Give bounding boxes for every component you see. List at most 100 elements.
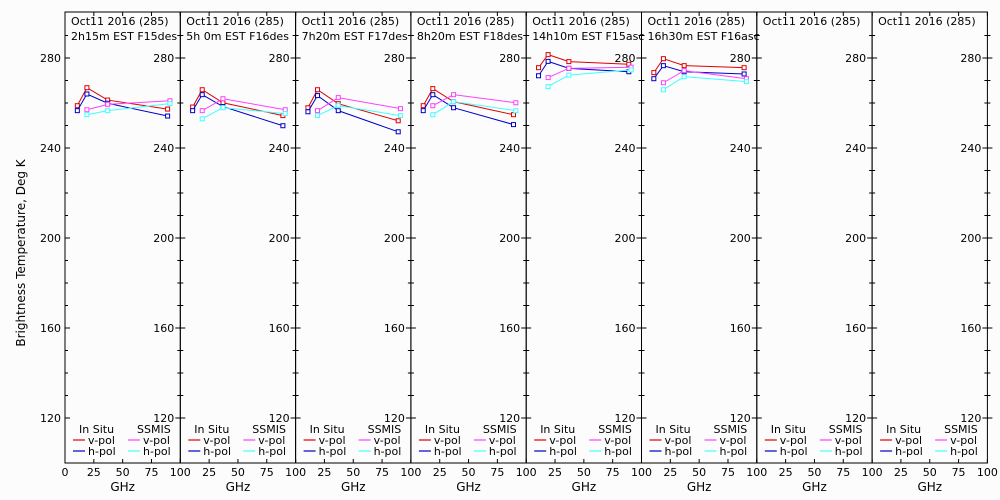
y-tick-label-left: 280 — [40, 52, 61, 65]
x-tick-label: 100 — [631, 466, 652, 479]
legend-group-insitu: In Situ — [771, 423, 806, 436]
y-tick-label: 120 — [153, 412, 174, 425]
y-tick-label: 200 — [384, 232, 405, 245]
legend-label-insitu_hpol: h-pol — [895, 445, 923, 458]
panel-6: Oct11 2016 (285) 16h30m EST F16asc 120 160 2… — [641, 11, 767, 494]
series-line-ssmis_hpol — [86, 103, 170, 116]
legend-label-insitu_hpol: h-pol — [434, 445, 462, 458]
data-point-insitu_hpol — [280, 123, 286, 129]
data-point-ssmis_hpol — [566, 72, 572, 78]
y-tick-label: 160 — [845, 322, 866, 335]
data-point-ssmis_hpol — [513, 108, 519, 114]
y-tick-label: 160 — [960, 322, 981, 335]
data-point-ssmis_hpol — [84, 112, 90, 118]
data-point-insitu_vpol — [420, 103, 426, 109]
data-point-insitu_hpol — [74, 108, 80, 114]
x-tick-label: 75 — [952, 466, 966, 479]
legend-label-ssmis_hpol: h-pol — [950, 445, 978, 458]
panel-date-label: Oct11 2016 (285) — [648, 15, 746, 28]
x-tick-label: 50 — [577, 466, 591, 479]
data-point-ssmis_hpol — [451, 99, 457, 105]
series-line-insitu_hpol — [76, 93, 168, 117]
x-tick-label: 75 — [721, 466, 735, 479]
x-tick-label: 25 — [779, 466, 793, 479]
x-tick-label: 25 — [894, 466, 908, 479]
x-tick-label: 75 — [836, 466, 850, 479]
data-point-insitu_vpol — [511, 112, 517, 118]
y-tick-label: 240 — [384, 142, 405, 155]
data-point-insitu_vpol — [566, 59, 572, 65]
x-tick-label: 25 — [433, 466, 447, 479]
y-tick-label: 200 — [730, 232, 751, 245]
data-point-insitu_hpol — [741, 71, 747, 77]
data-point-insitu_vpol — [430, 86, 436, 92]
y-tick-label: 240 — [960, 142, 981, 155]
data-point-ssmis_hpol — [743, 79, 749, 85]
x-tick-label: 50 — [116, 466, 130, 479]
y-tick-label-left: 200 — [40, 232, 61, 245]
legend-group-ssmis: SSMIS — [368, 423, 402, 436]
data-point-ssmis_vpol — [681, 68, 687, 74]
series-line-insitu_vpol — [192, 89, 284, 117]
x-tick-label: 50 — [346, 466, 360, 479]
legend-group-ssmis: SSMIS — [137, 423, 171, 436]
x-axis-title: GHz — [572, 480, 597, 494]
series-line-ssmis_vpol — [201, 98, 286, 112]
panels: Oct11 2016 (285) 2h15m EST F15des 120 120 16… — [40, 11, 998, 494]
data-point-insitu_vpol — [536, 65, 542, 71]
x-tick-label: 75 — [606, 466, 620, 479]
y-tick-label: 200 — [269, 232, 290, 245]
y-tick-label: 120 — [269, 412, 290, 425]
legend-label-insitu_vpol: v-pol — [895, 434, 922, 447]
data-point-ssmis_vpol — [545, 75, 551, 81]
y-tick-label: 160 — [153, 322, 174, 335]
data-point-insitu_vpol — [545, 52, 551, 58]
data-point-ssmis_vpol — [199, 108, 205, 114]
y-tick-label: 120 — [384, 412, 405, 425]
data-point-ssmis_hpol — [398, 113, 404, 119]
series-line-insitu_hpol — [653, 65, 745, 79]
data-point-ssmis_vpol — [105, 101, 111, 107]
data-point-ssmis_vpol — [84, 107, 90, 113]
legend-group-ssmis: SSMIS — [598, 423, 632, 436]
series-line-ssmis_hpol — [663, 76, 747, 91]
legend-label-insitu_vpol: v-pol — [780, 434, 807, 447]
x-tick-label: 75 — [144, 466, 158, 479]
y-tick-label: 240 — [730, 142, 751, 155]
y-tick-label-left: 160 — [40, 322, 61, 335]
legend-group-insitu: In Situ — [425, 423, 460, 436]
series-line-insitu_vpol — [653, 58, 745, 73]
y-tick-label: 120 — [845, 412, 866, 425]
y-tick-label: 160 — [269, 322, 290, 335]
data-point-insitu_hpol — [660, 63, 666, 69]
y-tick-label: 200 — [153, 232, 174, 245]
legend-label-ssmis_vpol: v-pol — [143, 434, 170, 447]
y-tick-label: 280 — [384, 52, 405, 65]
x-tick-label: 100 — [977, 466, 998, 479]
x-tick-label: 25 — [663, 466, 677, 479]
y-tick-label: 160 — [615, 322, 636, 335]
data-point-ssmis_vpol — [398, 106, 404, 112]
legend-group-insitu: In Situ — [886, 423, 921, 436]
panel-5: Oct11 2016 (285) 14h10m EST F15asc 120 160 2… — [525, 11, 652, 494]
x-tick-label: 100 — [862, 466, 883, 479]
legend-label-insitu_hpol: h-pol — [319, 445, 347, 458]
legend-label-insitu_hpol: h-pol — [549, 445, 577, 458]
legend-group-insitu: In Situ — [79, 423, 114, 436]
data-point-ssmis_vpol — [335, 95, 341, 101]
x-tick-label: 50 — [462, 466, 476, 479]
y-axis-title: Brightness Temperature, Deg K — [14, 158, 28, 346]
data-point-insitu_vpol — [660, 56, 666, 62]
y-tick-label: 280 — [960, 52, 981, 65]
data-point-insitu_hpol — [511, 122, 517, 128]
data-point-ssmis_vpol — [513, 100, 519, 106]
data-point-ssmis_hpol — [545, 84, 551, 90]
data-point-insitu_vpol — [199, 87, 205, 93]
legend-label-insitu_vpol: v-pol — [434, 434, 461, 447]
data-point-insitu_hpol — [335, 108, 341, 114]
data-point-insitu_vpol — [165, 106, 171, 112]
data-point-insitu_vpol — [84, 85, 90, 91]
data-point-ssmis_vpol — [566, 65, 572, 71]
y-tick-label-left: 120 — [40, 412, 61, 425]
